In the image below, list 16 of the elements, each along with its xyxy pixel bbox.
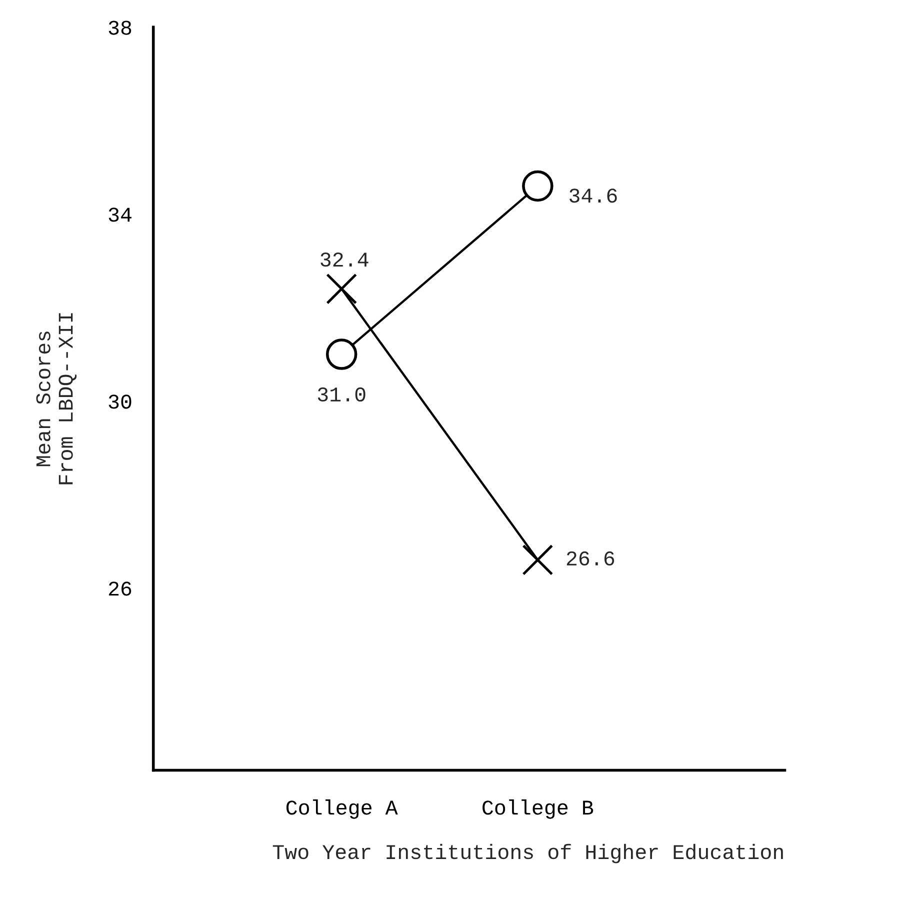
y-tick-label: 26 — [108, 582, 132, 596]
point — [522, 544, 554, 576]
point — [326, 273, 358, 304]
data-label: 34.6 — [570, 188, 617, 203]
x-tick-label: College B — [482, 799, 594, 819]
data-label: 26.6 — [566, 551, 614, 566]
point — [326, 338, 358, 370]
y-tick-label: 34 — [108, 208, 132, 222]
point — [522, 170, 554, 202]
y-tick-label: 38 — [108, 20, 132, 35]
y-tick-label: 30 — [108, 394, 132, 409]
x-axis-title: Two Year Institutions of Higher Education — [272, 844, 783, 864]
data-label: 32.4 — [320, 252, 368, 267]
data-label: 31.0 — [318, 387, 366, 402]
y-axis-title: Mean Scores From LBDQ--XII — [36, 313, 77, 484]
x-tick-label: College A — [286, 799, 398, 819]
